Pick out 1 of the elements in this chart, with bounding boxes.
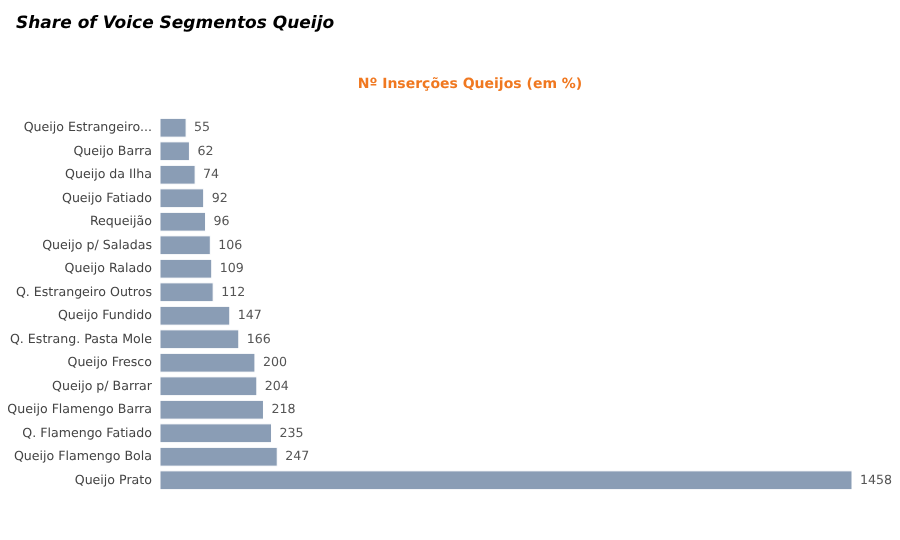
chart-title: Share of Voice Segmentos Queijo xyxy=(16,14,335,34)
